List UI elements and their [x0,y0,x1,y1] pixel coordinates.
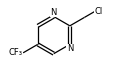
Text: N: N [50,8,56,17]
Text: CF₃: CF₃ [8,48,22,57]
Text: Cl: Cl [94,7,102,16]
Text: CF: CF [11,48,22,57]
Text: CF₃: CF₃ [8,48,22,57]
Text: N: N [66,44,72,53]
